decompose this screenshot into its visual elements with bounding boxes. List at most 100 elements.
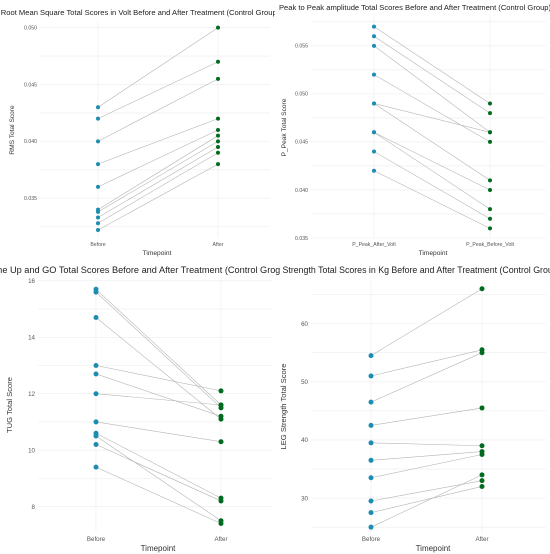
pair-line xyxy=(97,27,219,108)
pair-line xyxy=(95,466,222,524)
y-tick-label: 0.040 xyxy=(295,188,308,194)
pair-line xyxy=(95,373,222,417)
after-point xyxy=(216,139,220,144)
after-point xyxy=(479,443,485,449)
pair-line xyxy=(373,103,491,133)
x-tick-label: Before xyxy=(87,536,106,543)
pair-line xyxy=(97,141,219,213)
pair-line xyxy=(95,444,222,502)
before-point xyxy=(368,510,374,516)
pair-line xyxy=(370,349,483,377)
after-point xyxy=(488,216,492,221)
before-point xyxy=(93,419,99,425)
after-point xyxy=(218,498,224,504)
after-point xyxy=(218,518,224,524)
before-point xyxy=(93,315,99,321)
after-point xyxy=(479,472,485,478)
before-point xyxy=(368,440,374,446)
before-point xyxy=(368,422,374,428)
x-tick-label: After xyxy=(214,536,227,543)
y-tick-label: 0.050 xyxy=(295,92,308,98)
y-axis-title: P_Peak Total Score xyxy=(281,98,288,156)
pair-line xyxy=(373,132,491,210)
pair-line xyxy=(370,352,483,403)
pair-line xyxy=(373,35,491,114)
after-point xyxy=(479,405,485,411)
pair-line xyxy=(95,317,222,420)
pair-line xyxy=(370,451,483,461)
after-point xyxy=(479,478,485,484)
after-point xyxy=(488,139,492,144)
pair-line xyxy=(373,45,491,133)
after-point xyxy=(216,25,220,30)
before-point xyxy=(96,228,100,233)
after-point xyxy=(216,116,220,121)
after-point xyxy=(216,128,220,132)
tug-chart: 8 10 12 14 16 Before After Time Up and GO Total… xyxy=(0,265,275,553)
x-axis-title: Timepoint xyxy=(141,544,177,553)
peak-to-peak-chart: 0.035 0.040 0.045 0.050 0.055 P_Peak_After_Vo… xyxy=(279,3,550,257)
before-point xyxy=(96,209,100,214)
pair-line xyxy=(97,152,219,224)
pair-line xyxy=(95,291,222,409)
after-point xyxy=(488,130,492,135)
before-point xyxy=(93,289,99,295)
after-point xyxy=(218,413,224,419)
y-axis-title: RMS Total Score xyxy=(9,105,16,155)
y-tick-label: 60 xyxy=(301,321,308,328)
y-tick-label: 0.050 xyxy=(24,26,37,32)
after-point xyxy=(479,350,485,356)
y-tick-label: 10 xyxy=(28,447,35,454)
after-point xyxy=(479,451,485,457)
before-point xyxy=(368,399,374,405)
y-tick-label: 0.045 xyxy=(295,140,308,146)
y-tick-label: 30 xyxy=(301,495,308,502)
x-axis-title: Timepoint xyxy=(416,544,452,553)
before-point xyxy=(96,105,100,110)
pair-line xyxy=(97,129,219,188)
pair-line xyxy=(373,170,491,229)
y-tick-label: 40 xyxy=(301,437,308,444)
before-point xyxy=(93,433,99,439)
before-point xyxy=(96,215,100,220)
x-tick-label: P_Peak_Before_Volt xyxy=(466,242,514,248)
pair-line xyxy=(95,289,222,406)
x-tick-label: After xyxy=(475,536,488,543)
before-point xyxy=(372,43,376,48)
x-tick-label: After xyxy=(213,242,224,248)
before-point xyxy=(368,498,374,504)
after-point xyxy=(488,101,492,106)
after-point xyxy=(479,286,485,292)
pair-line xyxy=(95,435,222,521)
before-point xyxy=(368,457,374,463)
after-point xyxy=(488,187,492,192)
pair-line xyxy=(373,26,491,104)
after-point xyxy=(216,145,220,150)
before-point xyxy=(96,184,100,189)
y-tick-label: 50 xyxy=(301,379,308,386)
before-point xyxy=(96,116,100,121)
after-point xyxy=(488,226,492,231)
pair-line xyxy=(95,365,222,392)
y-tick-label: 0.045 xyxy=(24,82,37,88)
y-tick-label: 8 xyxy=(32,504,36,511)
x-tick-label: P_Peak_After_Volt xyxy=(352,242,396,248)
after-point xyxy=(216,133,220,138)
after-point xyxy=(488,178,492,183)
pair-line xyxy=(97,118,219,165)
y-tick-label: 0.040 xyxy=(24,139,37,145)
before-point xyxy=(96,221,100,226)
after-point xyxy=(218,439,224,445)
before-point xyxy=(368,373,374,379)
pair-line xyxy=(97,61,219,119)
rms-chart: 0.035 0.040 0.045 0.050 Before After Root Mean… xyxy=(1,8,275,257)
y-tick-label: 16 xyxy=(28,278,35,285)
before-point xyxy=(93,442,99,448)
y-tick-label: 0.035 xyxy=(295,236,308,242)
chart-title: Time Up and GO Total Scores Before and A… xyxy=(0,265,275,275)
y-tick-label: 12 xyxy=(28,391,35,398)
before-point xyxy=(368,524,374,530)
before-point xyxy=(372,168,376,173)
before-point xyxy=(372,101,376,106)
